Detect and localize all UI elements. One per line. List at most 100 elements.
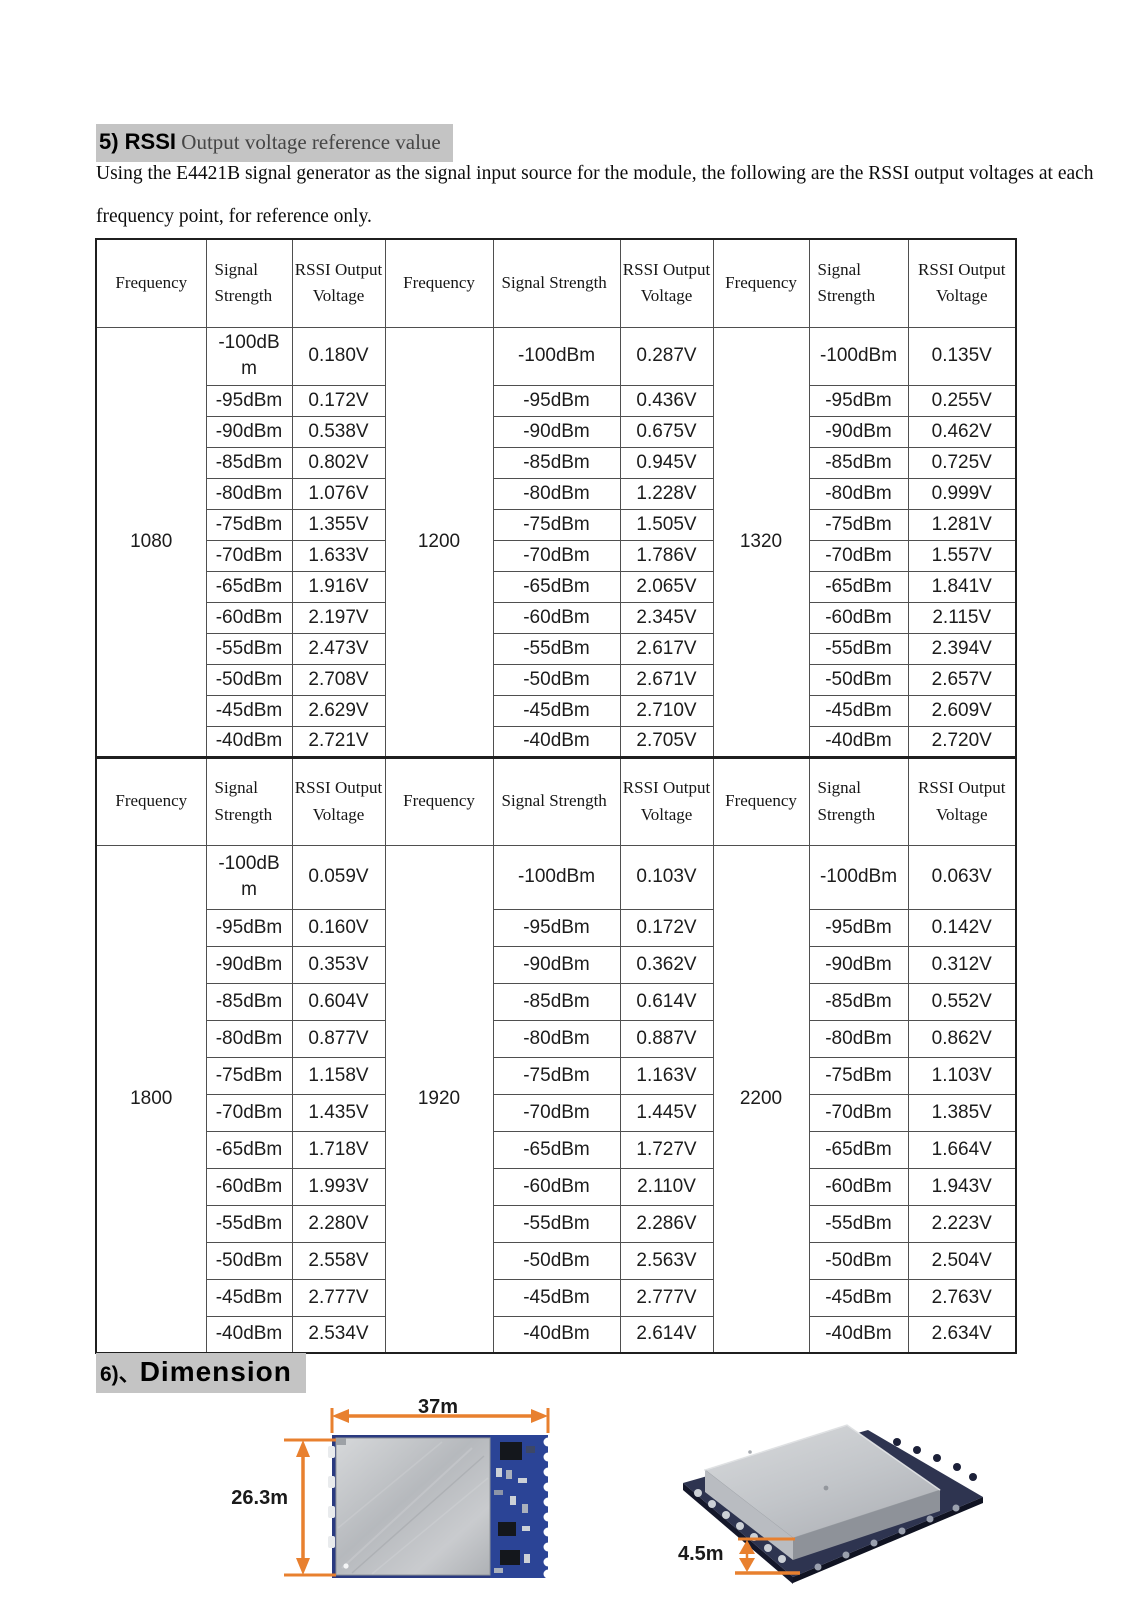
frequency-header: Frequency xyxy=(712,755,810,846)
table-row: -95dBm 0.172V -95dBm 0.436V -95dBm 0.255V xyxy=(96,384,1017,417)
section-5-heading-number: 5) RSSI xyxy=(99,129,177,154)
signal-strength-cell: -95dBm xyxy=(808,908,909,947)
voltage-cell: 2.763V xyxy=(907,1278,1017,1317)
voltage-cell: 0.180V xyxy=(291,326,386,386)
frequency-header: Frequency xyxy=(384,238,494,328)
table-row: -45dBm 2.629V -45dBm 2.710V -45dBm 2.609V xyxy=(96,694,1017,727)
voltage-cell: 0.945V xyxy=(619,446,714,479)
voltage-cell: 2.609V xyxy=(907,694,1017,727)
signal-strength-header: Signal Strength xyxy=(205,755,293,846)
voltage-cell: 2.280V xyxy=(291,1204,386,1243)
height-dimension-label: 26.3m xyxy=(231,1487,288,1509)
signal-strength-cell: -75dBm xyxy=(808,508,909,541)
table-row: -75dBm 1.158V -75dBm 1.163V -75dBm 1.103V xyxy=(96,1056,1017,1095)
signal-strength-cell: -90dBm xyxy=(492,945,621,984)
intro-text-line2: frequency point, for reference only. xyxy=(96,206,372,227)
signal-strength-cell: -45dBm xyxy=(492,1278,621,1317)
signal-strength-cell: -100dBm xyxy=(808,326,909,386)
pcb-perspective xyxy=(683,1424,983,1584)
signal-strength-cell: -40dBm xyxy=(205,1315,293,1354)
signal-strength-cell: -60dBm xyxy=(205,601,293,634)
voltage-cell: 0.172V xyxy=(619,908,714,947)
rssi-output-voltage-header: RSSI Output Voltage xyxy=(907,755,1017,846)
signal-strength-cell: -50dBm xyxy=(808,1241,909,1280)
frequency-cell: 1080 xyxy=(95,326,207,758)
voltage-cell: 2.197V xyxy=(291,601,386,634)
signal-strength-cell: -90dBm xyxy=(808,945,909,984)
signal-strength-cell: -70dBm xyxy=(205,1093,293,1132)
voltage-cell: 2.394V xyxy=(907,632,1017,665)
signal-strength-cell: -70dBm xyxy=(492,1093,621,1132)
voltage-cell: 0.059V xyxy=(291,844,386,910)
frequency-cell: 1200 xyxy=(384,326,494,758)
voltage-cell: 2.563V xyxy=(619,1241,714,1280)
signal-strength-cell: -80dBm xyxy=(205,477,293,510)
voltage-cell: 2.110V xyxy=(619,1167,714,1206)
frequency-cell: 1800 xyxy=(95,844,207,1354)
voltage-cell: 2.657V xyxy=(907,663,1017,696)
signal-strength-cell: -100dBm xyxy=(205,326,293,386)
frequency-header: Frequency xyxy=(712,238,810,328)
voltage-cell: 1.163V xyxy=(619,1056,714,1095)
signal-strength-cell: -95dBm xyxy=(205,908,293,947)
table-row: -80dBm 1.076V -80dBm 1.228V -80dBm 0.999V xyxy=(96,477,1017,510)
voltage-cell: 0.063V xyxy=(907,844,1017,910)
table-row: -80dBm 0.877V -80dBm 0.887V -80dBm 0.862V xyxy=(96,1019,1017,1058)
section-5-heading-title: Output voltage reference value xyxy=(176,130,441,154)
voltage-cell: 0.999V xyxy=(907,477,1017,510)
voltage-cell: 1.228V xyxy=(619,477,714,510)
signal-strength-cell: -100dBm xyxy=(492,326,621,386)
voltage-cell: 2.614V xyxy=(619,1315,714,1354)
voltage-cell: 1.633V xyxy=(291,539,386,572)
table-row: -60dBm 2.197V -60dBm 2.345V -60dBm 2.115V xyxy=(96,601,1017,634)
signal-strength-cell: -75dBm xyxy=(205,508,293,541)
voltage-cell: 0.552V xyxy=(907,982,1017,1021)
voltage-cell: 0.462V xyxy=(907,415,1017,448)
signal-strength-cell: -70dBm xyxy=(492,539,621,572)
voltage-cell: 2.115V xyxy=(907,601,1017,634)
signal-strength-cell: -45dBm xyxy=(492,694,621,727)
metal-shield xyxy=(335,1437,491,1576)
signal-strength-cell: -90dBm xyxy=(205,945,293,984)
rssi-output-voltage-header: RSSI Output Voltage xyxy=(907,238,1017,328)
signal-strength-cell: -45dBm xyxy=(205,1278,293,1317)
table-row: -75dBm 1.355V -75dBm 1.505V -75dBm 1.281V xyxy=(96,508,1017,541)
width-dimension-arrow xyxy=(330,1408,550,1433)
signal-strength-cell: -50dBm xyxy=(492,1241,621,1280)
frequency-cell: 1920 xyxy=(384,844,494,1354)
signal-strength-cell: -55dBm xyxy=(492,632,621,665)
table-header-row: Frequency Signal Strength RSSI Output Volt… xyxy=(95,755,1017,846)
signal-strength-cell: -80dBm xyxy=(808,477,909,510)
voltage-cell: 1.786V xyxy=(619,539,714,572)
signal-strength-cell: -75dBm xyxy=(808,1056,909,1095)
voltage-cell: 1.445V xyxy=(619,1093,714,1132)
width-dimension-label: 37m xyxy=(417,1396,459,1418)
section-5-heading: 5) RSSI Output voltage reference value xyxy=(96,124,453,162)
signal-strength-cell: -65dBm xyxy=(492,570,621,603)
voltage-cell: 0.172V xyxy=(291,384,386,417)
signal-strength-cell: -65dBm xyxy=(808,1130,909,1169)
signal-strength-cell: -65dBm xyxy=(205,1130,293,1169)
signal-strength-cell: -95dBm xyxy=(492,908,621,947)
table-row: -55dBm 2.473V -55dBm 2.617V -55dBm 2.394V xyxy=(96,632,1017,665)
table-row: -45dBm 2.777V -45dBm 2.777V -45dBm 2.763V xyxy=(96,1278,1017,1317)
voltage-cell: 1.158V xyxy=(291,1056,386,1095)
voltage-cell: 0.538V xyxy=(291,415,386,448)
signal-strength-header: Signal Strength xyxy=(808,238,909,328)
voltage-cell: 2.777V xyxy=(291,1278,386,1317)
voltage-cell: 2.705V xyxy=(619,725,714,758)
signal-strength-cell: -40dBm xyxy=(205,725,293,758)
voltage-cell: 2.720V xyxy=(907,725,1017,758)
voltage-cell: 2.617V xyxy=(619,632,714,665)
voltage-cell: 0.614V xyxy=(619,982,714,1021)
voltage-cell: 1.076V xyxy=(291,477,386,510)
signal-strength-cell: -50dBm xyxy=(205,1241,293,1280)
signal-strength-cell: -60dBm xyxy=(492,1167,621,1206)
signal-strength-cell: -65dBm xyxy=(205,570,293,603)
module-perspective-image xyxy=(683,1424,983,1584)
frequency-cell: 1320 xyxy=(712,326,810,758)
voltage-cell: 1.841V xyxy=(907,570,1017,603)
signal-strength-cell: -70dBm xyxy=(808,539,909,572)
voltage-cell: 0.353V xyxy=(291,945,386,984)
voltage-cell: 0.725V xyxy=(907,446,1017,479)
